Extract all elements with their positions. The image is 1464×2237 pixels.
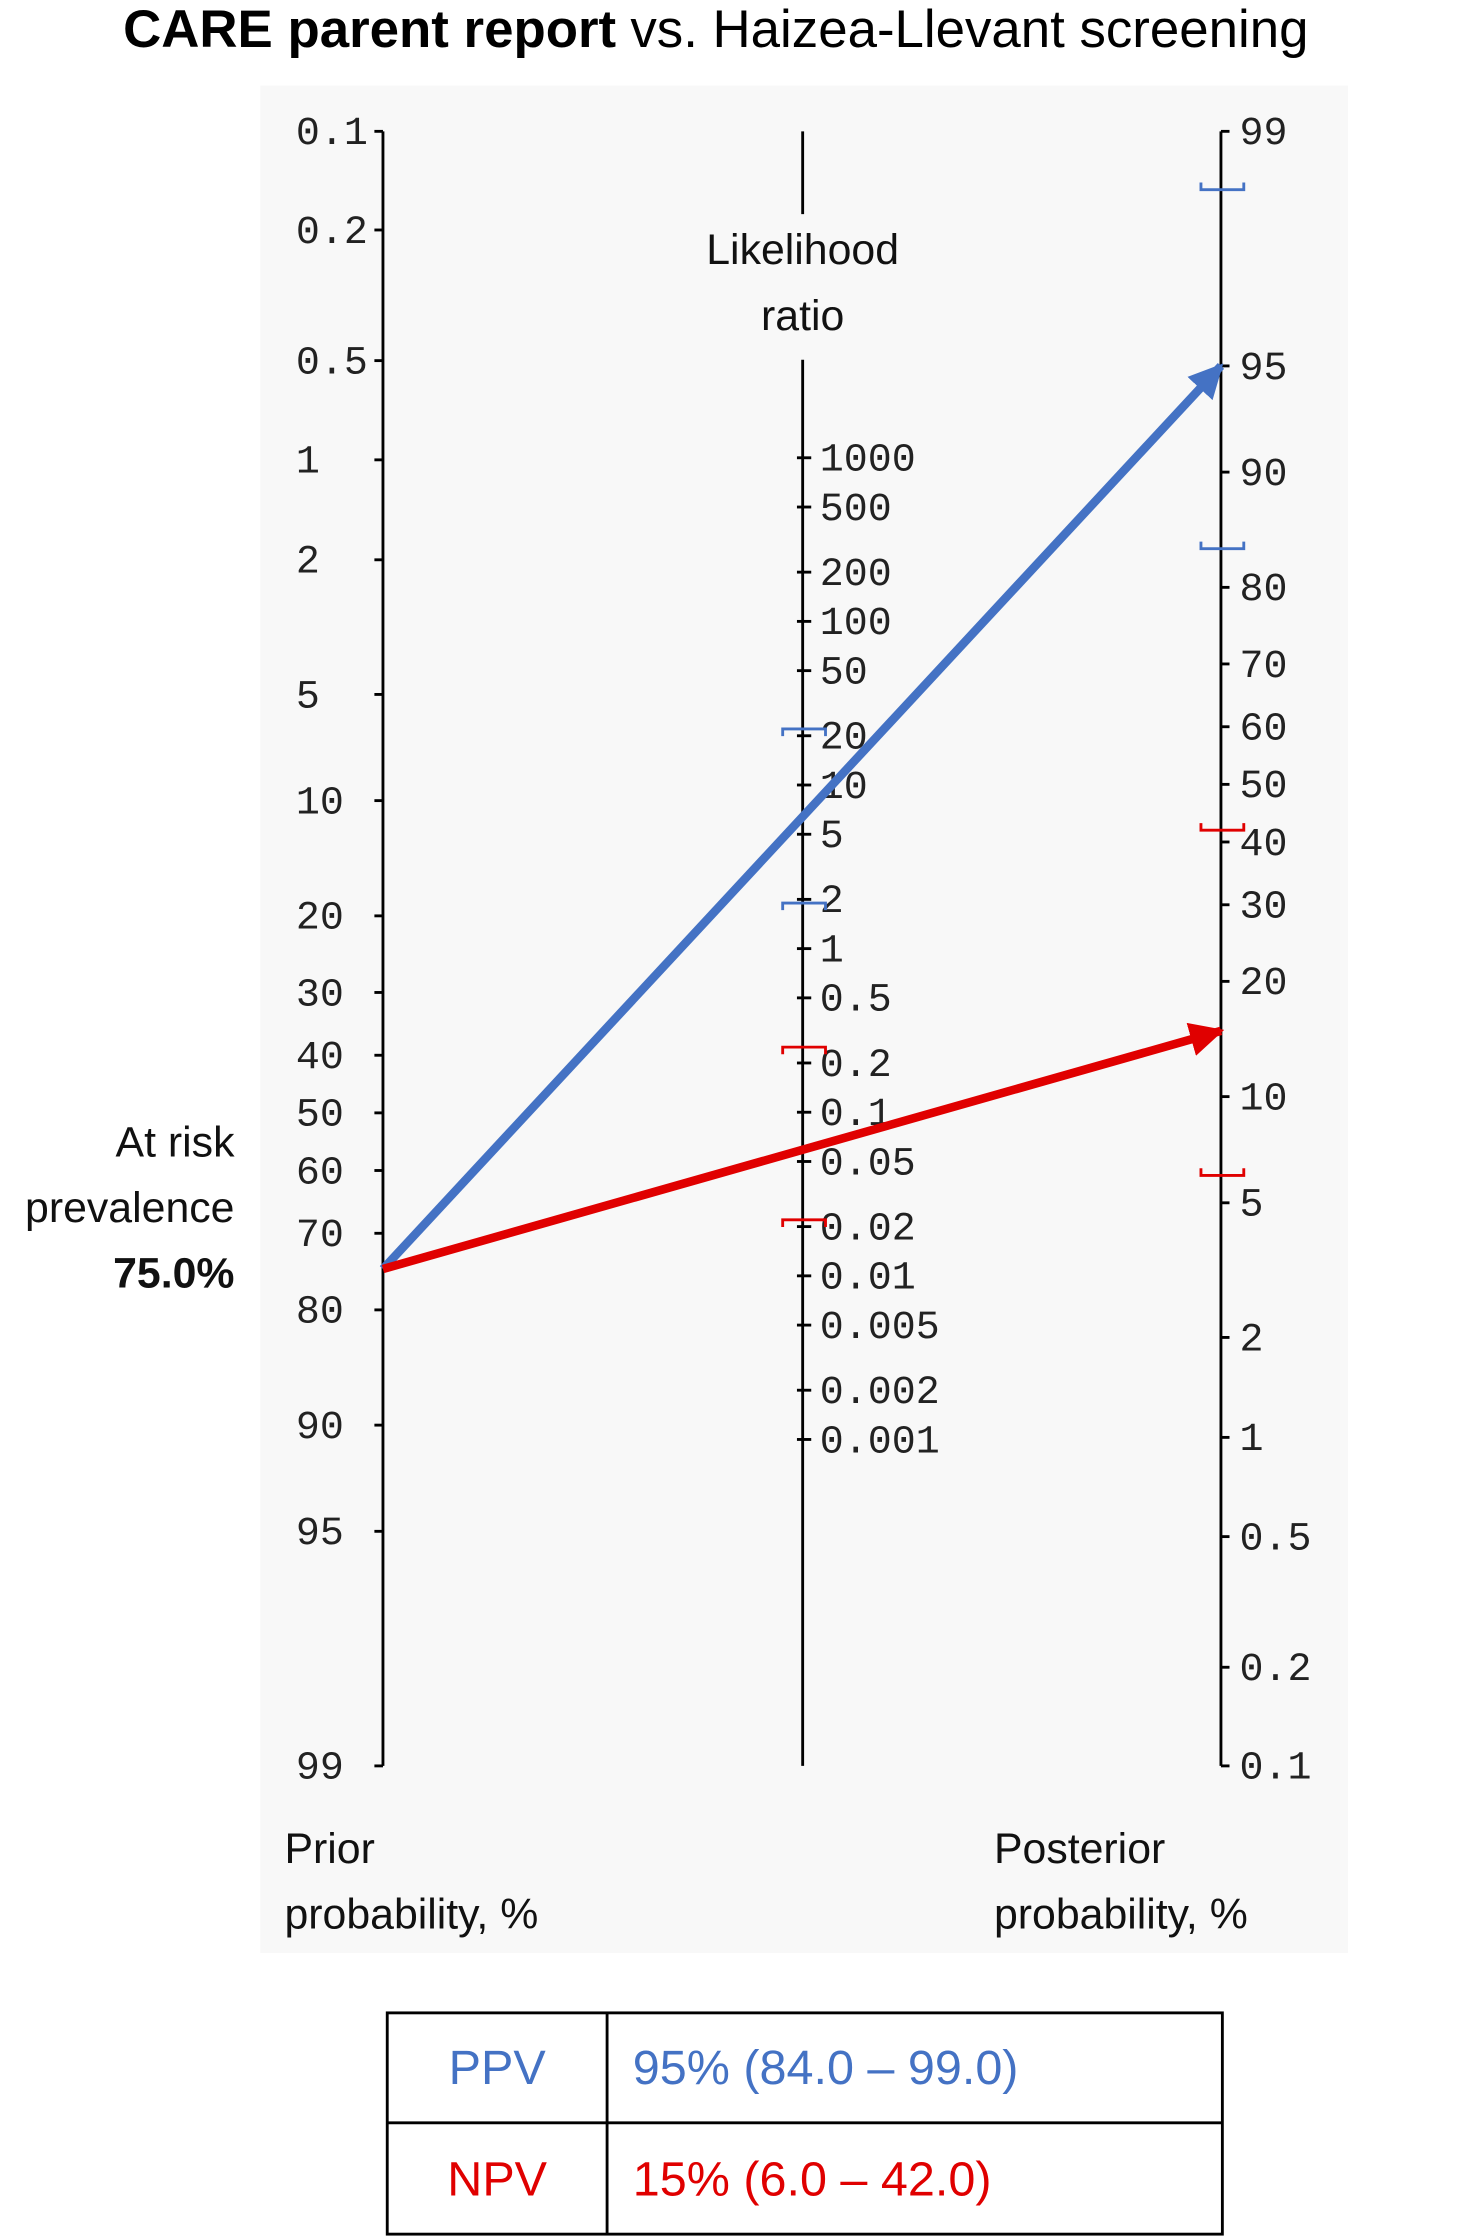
posterior-tick-label: 0.2: [1240, 1648, 1312, 1693]
lr-tick-label: 5: [820, 815, 844, 860]
posterior-ci-marker: [1199, 541, 1246, 551]
result-arrow: [379, 363, 1225, 1272]
table-row-name: PPV: [449, 2041, 547, 2095]
posterior-tick-label: 50: [1240, 765, 1288, 810]
result-arrow: [381, 1022, 1225, 1274]
posterior-tick-label: 95: [1240, 347, 1288, 392]
posterior-tick-label: 60: [1240, 708, 1288, 753]
lr-tick-label: 0.02: [820, 1207, 916, 1252]
lr-tick-label: 100: [820, 602, 892, 647]
prior-tick-label: 2: [296, 541, 320, 586]
axis-label: At risk: [116, 1118, 236, 1166]
lr-tick-label: 1000: [820, 439, 916, 484]
lr-tick-label: 1: [820, 929, 844, 974]
posterior-tick-label: 99: [1240, 112, 1288, 157]
posterior-tick-label: 10: [1240, 1077, 1288, 1122]
prior-tick-label: 60: [296, 1151, 344, 1196]
posterior-tick-label: 40: [1240, 823, 1288, 868]
lr-ci-marker: [781, 1218, 827, 1227]
lr-ci-marker: [781, 901, 827, 911]
posterior-tick-label: 70: [1240, 645, 1288, 690]
lr-tick-label: 0.5: [820, 979, 892, 1024]
prior-tick-label: 0.1: [296, 112, 368, 157]
title-bold: CARE parent report: [123, 0, 616, 59]
prevalence-value: 75.0%: [113, 1250, 234, 1298]
prior-tick-label: 5: [296, 675, 320, 720]
lr-tick-label: 0.002: [820, 1371, 940, 1416]
lr-tick-label: 0.005: [820, 1306, 940, 1351]
prior-tick-label: 90: [296, 1406, 344, 1451]
axis-label: Prior: [284, 1825, 374, 1873]
prior-tick-label: 40: [296, 1036, 344, 1081]
posterior-tick-label: 80: [1240, 568, 1288, 613]
title: CARE parent report vs. Haizea-Llevant scr…: [123, 0, 1308, 59]
prior-tick-label: 0.2: [296, 211, 368, 256]
lr-ci-marker: [781, 727, 827, 737]
table-row-value: 95% (84.0 – 99.0): [633, 2041, 1019, 2095]
posterior-tick-label: 1: [1240, 1418, 1264, 1463]
prior-tick-label: 70: [296, 1214, 344, 1259]
prior-tick-label: 95: [296, 1512, 344, 1557]
prior-tick-label: 50: [296, 1094, 344, 1139]
axis-label: ratio: [761, 292, 844, 340]
prior-tick-label: 20: [296, 897, 344, 942]
posterior-tick-label: 0.1: [1240, 1747, 1312, 1792]
axis-label: Posterior: [994, 1825, 1165, 1873]
posterior-tick-label: 30: [1240, 886, 1288, 931]
axis-label: prevalence: [25, 1184, 234, 1232]
prior-tick-label: 99: [296, 1747, 344, 1792]
posterior-ci-marker: [1199, 1168, 1246, 1177]
prior-tick-label: 0.5: [296, 341, 368, 386]
lr-ci-marker: [781, 1045, 827, 1055]
axis-label: probability, %: [994, 1891, 1248, 1939]
lr-tick-label: 500: [820, 488, 892, 533]
posterior-ci-marker: [1199, 823, 1246, 832]
lr-tick-label: 0.2: [820, 1044, 892, 1089]
table-row-name: NPV: [447, 2153, 547, 2207]
posterior-tick-label: 5: [1240, 1184, 1264, 1229]
result-table: [385, 2011, 1224, 2236]
posterior-ci-marker: [1199, 182, 1246, 192]
lr-tick-label: 0.01: [820, 1257, 916, 1302]
title-rest: vs. Haizea-Llevant screening: [630, 0, 1308, 59]
prior-tick-label: 30: [296, 973, 344, 1018]
axis-label: probability, %: [284, 1891, 538, 1939]
lr-tick-label: 0.05: [820, 1142, 916, 1187]
axis-label: Likelihood: [706, 226, 899, 274]
posterior-tick-label: 2: [1240, 1318, 1264, 1363]
posterior-tick-label: 0.5: [1240, 1517, 1312, 1562]
lr-tick-label: 50: [820, 651, 868, 696]
prior-tick-label: 10: [296, 781, 344, 826]
table-row-value: 15% (6.0 – 42.0): [633, 2153, 992, 2207]
prior-tick-label: 80: [296, 1291, 344, 1336]
posterior-tick-label: 90: [1240, 453, 1288, 498]
posterior-tick-label: 20: [1240, 962, 1288, 1007]
prior-tick-label: 1: [296, 441, 320, 486]
lr-tick-label: 200: [820, 553, 892, 598]
lr-tick-label: 0.001: [820, 1420, 940, 1465]
